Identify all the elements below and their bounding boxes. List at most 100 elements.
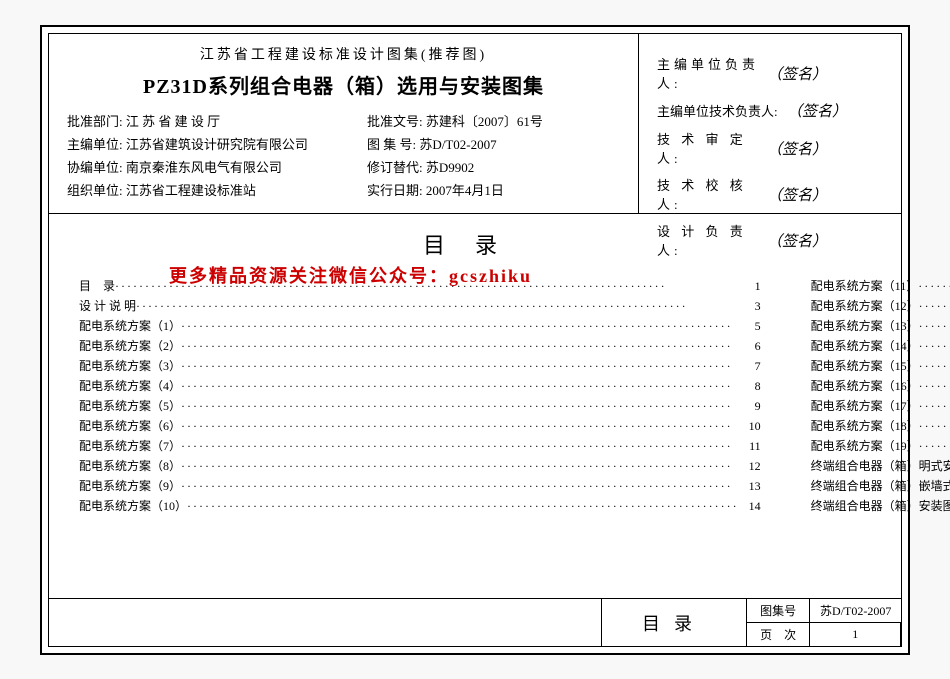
toc-line: 配电系统方案（16）20 [811,377,950,394]
toc-leader-dots [181,379,739,394]
toc-entry-label: 配电系统方案（7） [79,437,181,454]
meta-row: 组织单位: 江苏省工程建设标准站 实行日期: 2007年4月1日 [67,180,620,199]
toc-line: 配电系统方案（6） 10 [79,417,761,434]
toc-line: 配电系统方案（8）12 [79,457,761,474]
meta-row: 协编单位: 南京秦淮东风电气有限公司 修订替代: 苏D9902 [67,157,620,176]
toc-leader-dots [181,479,739,494]
toc-line: 配电系统方案（14）18 [811,337,950,354]
toc-leader-dots [919,339,950,354]
footer-spacer [49,599,601,646]
toc-leader-dots [919,399,950,414]
toc-leader-dots [918,279,950,294]
toc-line: 配电系统方案（4） 8 [79,377,761,394]
toc-line: 配电系统方案（7） 11 [79,437,761,454]
sign-label: 技 术 校 核 人: [657,175,767,213]
sign-label: 主编单位负责人: [657,54,767,92]
series-line: 江苏省工程建设标准设计图集(推荐图) [67,44,620,64]
toc-entry-label: 配电系统方案（18） [811,417,919,434]
footer-block: 目录 图集号 苏D/T02-2007 页 次 1 [601,599,901,646]
toc-leader-dots [181,339,739,354]
toc-line: 终端组合电器（箱）明式安装图24 [811,457,950,474]
atlas-no-label: 图集号 [747,599,810,623]
toc-line: 配电系统方案（13）17 [811,317,950,334]
atlas-no: 苏D/T02-2007 [810,599,901,623]
toc-leader-dots [181,399,739,414]
toc-leader-dots [919,319,950,334]
toc-leader-dots [187,499,739,514]
toc-line: 配电系统方案（19）23 [811,437,950,454]
toc-line: 配电系统方案（17）21 [811,397,950,414]
toc-entry-label: 设 计 说 明 [79,297,136,314]
toc-line: 设 计 说 明 3 [79,297,761,314]
inner-frame: 江苏省工程建设标准设计图集(推荐图) PZ31D系列组合电器（箱）选用与安装图集… [48,33,902,647]
toc-leader-dots [919,379,950,394]
sign-label: 主编单位技术负责人: [657,101,787,120]
meta-right: 批准文号: 苏建科〔2007〕61号 [367,111,620,130]
toc-entry-page: 11 [739,439,761,454]
toc-leader-dots [919,359,950,374]
toc-entry-label: 配电系统方案（16） [811,377,919,394]
meta-row: 主编单位: 江苏省建筑设计研究院有限公司 图 集 号: 苏D/T02-2007 [67,134,620,153]
toc-entry-page: 6 [739,339,761,354]
toc-entry-label: 配电系统方案（2） [79,337,181,354]
meta-left: 协编单位: 南京秦淮东风电气有限公司 [67,157,367,176]
toc-entry-label: 配电系统方案（4） [79,377,181,394]
page-label: 页 次 [747,623,810,647]
toc-entry-label: 终端组合电器（箱）明式安装图 [811,457,950,474]
toc-entry-label: 配电系统方案（13） [811,317,919,334]
sign-value: （签名） [767,184,827,205]
toc-line: 配电系统方案（12）16 [811,297,950,314]
toc-entry-label: 配电系统方案（10） [79,497,187,514]
toc-line: 配电系统方案（11）15 [811,277,950,294]
drawing-sheet: 江苏省工程建设标准设计图集(推荐图) PZ31D系列组合电器（箱）选用与安装图集… [40,25,910,655]
footer-toc-label: 目录 [602,599,747,646]
toc-line: 配电系统方案（10）14 [79,497,761,514]
toc-column-left: 目 录1 设 计 说 明 3 配电系统方案（1） 5 配电系统方案（2） 6 配电系统方案（3… [79,274,761,517]
toc-leader-dots [181,459,739,474]
meta-row: 批准部门: 江 苏 省 建 设 厅 批准文号: 苏建科〔2007〕61号 [67,111,620,130]
meta-right: 实行日期: 2007年4月1日 [367,180,620,199]
toc-leader-dots [919,419,950,434]
meta-left: 主编单位: 江苏省建筑设计研究院有限公司 [67,134,367,153]
toc-entry-label: 配电系统方案（11） [811,277,919,294]
toc-leader-dots [919,299,950,314]
sign-row: 技 术 校 核 人:（签名） [657,175,891,213]
toc-line: 配电系统方案（1） 5 [79,317,761,334]
toc-line: 目 录1 [79,277,761,294]
toc-entry-label: 配电系统方案（14） [811,337,919,354]
toc-line: 配电系统方案（15）19 [811,357,950,374]
toc-leader-dots [136,299,739,314]
title-block: 江苏省工程建设标准设计图集(推荐图) PZ31D系列组合电器（箱）选用与安装图集… [49,34,901,214]
sign-value: （签名） [767,138,827,159]
toc-entry-label: 终端组合电器（箱）安装图 [811,497,950,514]
toc-entry-label: 配电系统方案（17） [811,397,919,414]
toc-area: 目录 目 录1 设 计 说 明 3 配电系统方案（1） 5 配电系统方案（2） 6 配电系统方… [49,214,901,598]
toc-leader-dots [181,319,739,334]
toc-entry-page: 12 [739,459,761,474]
toc-entry-label: 目 录 [79,277,115,294]
toc-line: 终端组合电器（箱）安装图26 [811,497,950,514]
toc-entry-label: 配电系统方案（19） [811,437,919,454]
sign-row: 技 术 审 定 人:（签名） [657,129,891,167]
toc-line: 配电系统方案（5） 9 [79,397,761,414]
toc-entry-page: 3 [739,299,761,314]
toc-entry-label: 配电系统方案（3） [79,357,181,374]
toc-entry-label: 配电系统方案（5） [79,397,181,414]
toc-leader-dots [181,419,739,434]
meta-right: 修订替代: 苏D9902 [367,157,620,176]
title-block-left: 江苏省工程建设标准设计图集(推荐图) PZ31D系列组合电器（箱）选用与安装图集… [49,34,639,214]
toc-entry-page: 8 [739,379,761,394]
toc-title: 目录 [79,228,871,260]
toc-entry-label: 配电系统方案（6） [79,417,181,434]
meta-left: 批准部门: 江 苏 省 建 设 厅 [67,111,367,130]
toc-entry-label: 终端组合电器（箱）嵌墙式安装图 [811,477,950,494]
signature-block: 主编单位负责人:（签名） 主编单位技术负责人:（签名） 技 术 审 定 人:（签… [639,34,901,214]
toc-leader-dots [115,279,739,294]
toc-entry-page: 10 [739,419,761,434]
toc-line: 终端组合电器（箱）嵌墙式安装图25 [811,477,950,494]
toc-entry-page: 9 [739,399,761,414]
sign-value: （签名） [787,100,847,121]
toc-entry-label: 配电系统方案（1） [79,317,181,334]
toc-entry-page: 5 [739,319,761,334]
toc-line: 配电系统方案（3）7 [79,357,761,374]
